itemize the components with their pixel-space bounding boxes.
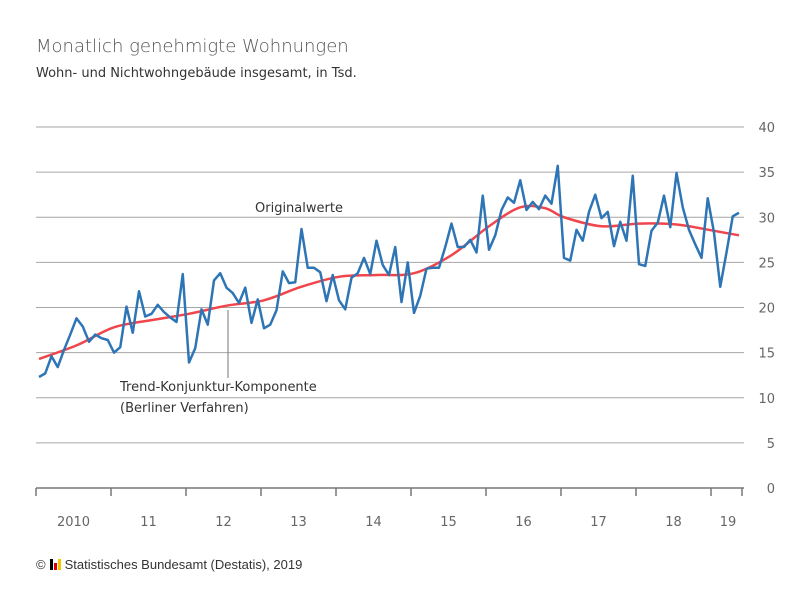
source-footer: © Statistisches Bundesamt (Destatis), 20… [36,557,302,572]
original-values-line [38,164,740,379]
y-tick-label: 10 [758,392,775,407]
y-tick-label: 35 [758,166,775,181]
chart-title: Monatlich genehmigte Wohnungen [36,36,349,57]
y-tick-label: 30 [758,211,775,226]
x-tick-label: 19 [720,515,737,530]
x-tick-label: 17 [590,515,607,530]
x-tick-label: 16 [515,515,532,530]
trend-line [38,204,740,361]
x-tick-label: 18 [665,515,682,530]
trend-label-method: (Berliner Verfahren) [120,401,249,416]
trend-label: Trend-Konjunktur-Komponente [119,380,317,395]
y-tick-label: 0 [767,482,775,497]
x-tick-label: 14 [365,515,382,530]
y-tick-label: 5 [767,437,775,452]
copyright-symbol: © [36,557,46,572]
destatis-logo-icon [49,559,61,570]
x-tick-label: 15 [440,515,457,530]
source-text: Statistisches Bundesamt (Destatis), 2019 [64,557,303,572]
y-tick-label: 20 [758,302,775,317]
x-tick-label: 12 [215,515,232,530]
x-tick-label: 13 [290,515,307,530]
y-tick-label: 40 [758,121,775,136]
y-tick-label: 15 [758,347,775,362]
chart-subtitle: Wohn- und Nichtwohngebäude insgesamt, in… [36,66,357,81]
x-tick-label: 2010 [57,515,90,530]
y-tick-label: 25 [758,256,775,271]
x-tick-label: 11 [140,515,157,530]
original-values-label: Originalwerte [255,201,343,216]
